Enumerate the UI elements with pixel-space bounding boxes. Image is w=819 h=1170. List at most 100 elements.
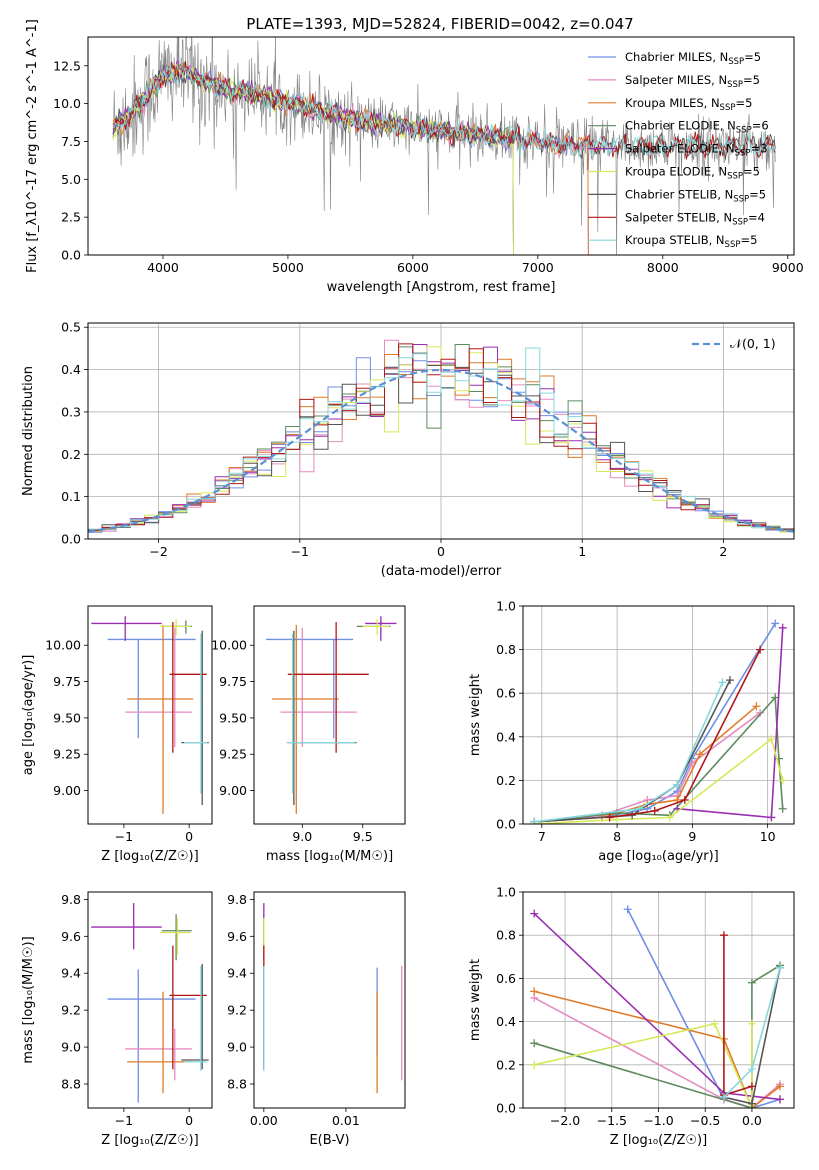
- y-tick-label: 9.0: [61, 1040, 81, 1055]
- y-tick-label: 5.0: [61, 172, 81, 187]
- weight-marker-chabrier-stelib: [747, 1099, 756, 1108]
- weight-marker-salpeter-elodie: [530, 909, 539, 918]
- weight-marker-kroupa-miles: [530, 987, 539, 996]
- legend-entry: Salpeter STELIB, NSSP=4: [625, 210, 765, 227]
- x-tick-label: 9.5: [353, 829, 373, 844]
- model-spectrum-salpeter-stelib: [112, 61, 776, 160]
- legend-entry: Chabrier MILES, NSSP=5: [625, 50, 761, 67]
- y-tick-label: 0.6: [496, 971, 516, 986]
- x-axis-label: Z [log₁₀(Z/Z☉)]: [101, 849, 198, 864]
- weight-marker-kroupa-elodie: [530, 1060, 539, 1069]
- y-tick-label: 9.4: [61, 966, 81, 981]
- x-tick-label: 0: [185, 1113, 193, 1128]
- x-tick-label: 2: [719, 544, 727, 559]
- normal-reference-curve: [88, 368, 794, 533]
- y-tick-label: 9.8: [227, 892, 247, 907]
- mass-vs-ebv-panel: 0.00 0.01 8.8 9.0 9.2 9.4 9.6 9.8 E(B-V): [227, 891, 406, 1148]
- weight-marker-kroupa-stelib: [747, 1065, 756, 1074]
- legend-entry: Kroupa STELIB, NSSP=5: [625, 233, 757, 250]
- y-axis-label: Normed distribution: [21, 366, 36, 496]
- y-tick-label: 0.4: [496, 1014, 516, 1029]
- weight-marker-kroupa-stelib: [719, 1093, 728, 1102]
- x-axis-label: Z [log₁₀(Z/Z☉)]: [101, 1133, 198, 1148]
- weight-vs-age-panel: 7 8 9 10 0.0 0.2 0.4 0.6 0.8 1.0 age [log₁₀(age/yr…: [468, 599, 795, 864]
- y-tick-label: 9.50: [53, 710, 81, 725]
- x-tick-label: 4000: [147, 260, 179, 275]
- x-tick-label: −1.5: [597, 1113, 627, 1128]
- age-vs-mass-plot-area: [266, 616, 397, 814]
- weight-marker-kroupa-stelib: [673, 780, 682, 789]
- y-tick-label: 8.8: [61, 1077, 81, 1092]
- y-tick-label: 0.8: [496, 928, 516, 943]
- axes-frame: [87, 322, 795, 540]
- y-tick-label: 0.8: [496, 642, 516, 657]
- weight-marker-kroupa-elodie: [778, 776, 787, 785]
- y-tick-label: 1.0: [496, 885, 516, 900]
- y-tick-label: 0.6: [496, 686, 516, 701]
- x-tick-label: 9000: [772, 260, 804, 275]
- age-vs-mass-panel: 9.0 9.5 9.00 9.25 9.50 9.75 10.00 mass [log₁₀(M…: [211, 605, 406, 864]
- y-tick-label: 9.4: [227, 966, 247, 981]
- weight-marker-kroupa-elodie: [710, 1019, 719, 1028]
- weight-marker-salpeter-stelib: [605, 813, 614, 822]
- y-tick-label: 9.25: [53, 747, 81, 762]
- weight-marker-kroupa-elodie: [665, 813, 674, 822]
- legend-entry: 𝒩(0, 1): [730, 336, 776, 351]
- mass-vs-Z-panel: −1 0 8.8 9.0 9.2 9.4 9.6 9.8 Z [log₁₀(Z/Z☉)] mass…: [21, 891, 213, 1148]
- x-tick-label: 5000: [272, 260, 304, 275]
- y-tick-label: 9.00: [219, 783, 247, 798]
- legend-entry: Kroupa ELODIE, NSSP=5: [625, 165, 760, 182]
- x-tick-label: −0.5: [690, 1113, 720, 1128]
- weight-marker-salpeter-stelib: [756, 645, 765, 654]
- weight-line-kroupa-stelib: [534, 681, 724, 823]
- y-axis-label: Flux [f_λ10^-17 erg cm^-2 s^-1 A^-1]: [25, 19, 40, 273]
- y-tick-label: 9.2: [61, 1003, 81, 1018]
- y-tick-label: 0.5: [61, 320, 81, 335]
- x-tick-label: 9.0: [292, 829, 312, 844]
- y-tick-label: 9.0: [227, 1040, 247, 1055]
- axes-frame: [522, 605, 795, 825]
- x-axis-label: Z [log₁₀(Z/Z☉)]: [610, 1133, 707, 1148]
- weight-vs-age-plot-area: [530, 619, 787, 824]
- x-tick-label: 0.00: [250, 1113, 278, 1128]
- x-axis-label: mass [log₁₀(M/M☉)]: [266, 849, 393, 864]
- axes-frame: [87, 605, 213, 825]
- age-vs-Z-panel: −1 0 9.00 9.25 9.50 9.75 10.00 Z [log₁₀(Z/Z☉)] a…: [21, 605, 213, 864]
- y-tick-label: 0.0: [61, 248, 81, 263]
- weight-marker-chabrier-elodie: [747, 978, 756, 987]
- weight-marker-kroupa-stelib: [530, 817, 539, 824]
- y-tick-label: 0.1: [61, 489, 81, 504]
- y-axis-label: mass weight: [468, 959, 483, 1041]
- spectrum-panel: 4000 5000 6000 7000 8000 9000 0.0 2.5 5.0 7.5 10.0…: [25, 19, 804, 295]
- y-tick-label: 9.6: [61, 929, 81, 944]
- y-tick-label: 10.00: [45, 638, 81, 653]
- x-tick-label: 0: [437, 544, 445, 559]
- y-tick-label: 0.0: [61, 532, 81, 547]
- weight-marker-kroupa-elodie: [767, 734, 776, 743]
- y-tick-label: 9.8: [61, 892, 81, 907]
- y-axis-label: mass [log₁₀(M/M☉)]: [21, 936, 36, 1063]
- y-tick-label: 0.2: [496, 1057, 516, 1072]
- weight-marker-salpeter-elodie: [778, 623, 787, 632]
- y-tick-label: 9.25: [219, 747, 247, 762]
- weight-marker-chabrier-miles: [623, 905, 632, 914]
- x-tick-label: 6000: [397, 260, 429, 275]
- axes-frame: [253, 605, 406, 825]
- x-axis-label: age [log₁₀(age/yr)]: [598, 849, 719, 864]
- x-tick-label: 1: [578, 544, 586, 559]
- x-tick-label: 9: [688, 829, 696, 844]
- axes-frame: [87, 36, 795, 256]
- x-tick-label: 0.01: [332, 1113, 360, 1128]
- weight-marker-kroupa-miles: [695, 750, 704, 759]
- x-tick-label: −1: [115, 829, 133, 844]
- y-tick-label: 0.2: [496, 773, 516, 788]
- weight-marker-chabrier-elodie: [778, 804, 787, 813]
- y-tick-label: 9.75: [53, 674, 81, 689]
- y-tick-label: 0.4: [61, 362, 81, 377]
- weight-marker-kroupa-stelib: [635, 804, 644, 813]
- y-tick-label: 1.0: [496, 599, 516, 614]
- axes-frame: [522, 891, 795, 1109]
- age-vs-Z-plot-area: [91, 616, 209, 814]
- residuals-legend: 𝒩(0, 1): [692, 336, 776, 351]
